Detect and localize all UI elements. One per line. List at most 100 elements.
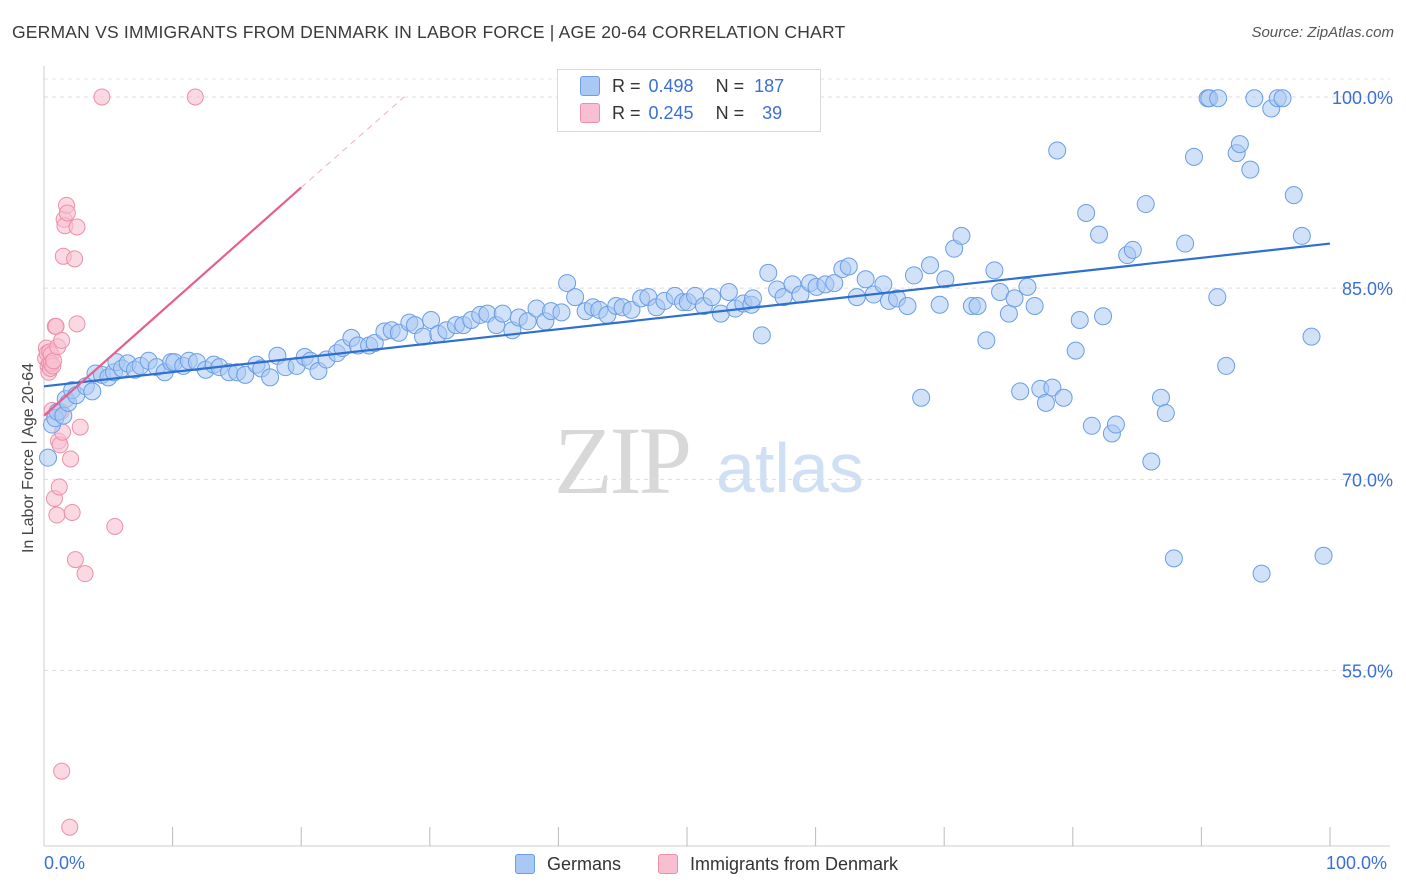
germans-point [1106, 415, 1125, 434]
denmark-points [37, 88, 204, 836]
germans-point [874, 275, 893, 294]
germans-point [1043, 378, 1062, 397]
germans-point [1217, 356, 1236, 375]
germans-point [921, 256, 940, 275]
denmark-point [106, 517, 124, 535]
denmark-point [58, 204, 76, 222]
germans-point [1077, 203, 1096, 222]
denmark-point [66, 250, 84, 268]
germans-point [1018, 277, 1037, 296]
denmark-point [50, 478, 68, 496]
denmark-point [71, 418, 89, 436]
germans-point [1048, 141, 1067, 160]
legend-row-denmark: R = 0.245 N = 39 [580, 100, 782, 126]
germans-point [825, 274, 844, 293]
watermark-atlas: atlas [716, 429, 864, 507]
axis-layer [43, 66, 1390, 847]
bottom-legend-swatch-denmark [658, 854, 678, 874]
germans-point [1070, 311, 1089, 330]
legend-swatch-germans [580, 76, 600, 96]
germans-point [1066, 341, 1085, 360]
germans-points [39, 89, 1333, 583]
legend-swatch-denmark [580, 103, 600, 123]
germans-point [977, 331, 996, 350]
germans-point [1123, 240, 1142, 259]
germans-point [702, 288, 721, 307]
germans-point [1136, 195, 1155, 214]
legend-row-germans: R = 0.498 N = 187 [580, 73, 784, 99]
germans-point [930, 295, 949, 314]
legend-r-label: R = [612, 102, 641, 123]
germans-point [365, 333, 384, 352]
germans-point [1245, 89, 1264, 108]
bottom-legend-denmark: Immigrants from Denmark [658, 852, 898, 876]
germans-point [1184, 147, 1203, 166]
germans-point [1176, 234, 1195, 253]
germans-point [552, 303, 571, 322]
legend-n-label: N = [715, 102, 745, 123]
legend-n-value: 187 [754, 75, 785, 96]
germans-point [1208, 288, 1227, 307]
germans-trend-line [43, 242, 1331, 388]
denmark-point [63, 503, 81, 521]
germans-point [985, 261, 1004, 280]
germans-point [1054, 388, 1073, 407]
y-tick-labels: 100.0% 85.0% 70.0% 55.0% [1332, 88, 1393, 682]
germans-point [1156, 404, 1175, 423]
germans-point [1252, 564, 1271, 583]
denmark-point [93, 88, 111, 106]
legend-r-label: R = [612, 75, 641, 96]
denmark-point [68, 315, 86, 333]
denmark-point [53, 762, 71, 780]
germans-point [1284, 186, 1303, 205]
germans-point [1209, 89, 1228, 108]
germans-point [968, 297, 987, 316]
germans-point [1241, 160, 1260, 179]
denmark-point [76, 565, 94, 583]
germans-point [236, 365, 255, 384]
correlation-legend: R = 0.498 N = 187 R = 0.245 N = 39 [557, 69, 821, 132]
denmark-point [48, 506, 66, 524]
germans-point [566, 288, 585, 307]
germans-point [1090, 225, 1109, 244]
germans-point [83, 382, 102, 401]
germans-point [1314, 546, 1333, 565]
bottom-legend-label-germans: Germans [547, 853, 622, 874]
germans-point [622, 300, 641, 319]
germans-point [261, 368, 280, 387]
germans-point [558, 274, 577, 293]
germans-point [898, 297, 917, 316]
germans-point [743, 289, 762, 308]
germans-point [759, 263, 778, 282]
denmark-point [62, 450, 80, 468]
germans-point [952, 226, 971, 245]
legend-n-value: 39 [762, 102, 783, 123]
germans-point [1094, 307, 1113, 326]
watermark-zip: ZIP [554, 407, 692, 514]
bottom-legend-germans: Germans [515, 852, 621, 876]
germans-point [719, 282, 738, 301]
germans-point [936, 270, 955, 289]
denmark-point [186, 88, 204, 106]
germans-point [1164, 549, 1183, 568]
germans-point [1011, 382, 1030, 401]
germans-point [912, 388, 931, 407]
trend-layer [43, 96, 1331, 417]
y-tick-label: 100.0% [1332, 88, 1393, 108]
y-tick-label: 55.0% [1342, 662, 1393, 682]
germans-point [856, 270, 875, 289]
germans-point [1142, 452, 1161, 471]
germans-point [422, 311, 441, 330]
germans-point [1230, 135, 1249, 154]
germans-point [1273, 89, 1292, 108]
germans-point [1302, 327, 1321, 346]
denmark-point [66, 551, 84, 569]
germans-point [1036, 393, 1055, 412]
denmark-point [61, 818, 79, 836]
germans-point [839, 257, 858, 276]
germans-point [999, 304, 1018, 323]
denmark-point [68, 218, 86, 236]
denmark-point [53, 331, 71, 349]
germans-point [752, 326, 771, 345]
